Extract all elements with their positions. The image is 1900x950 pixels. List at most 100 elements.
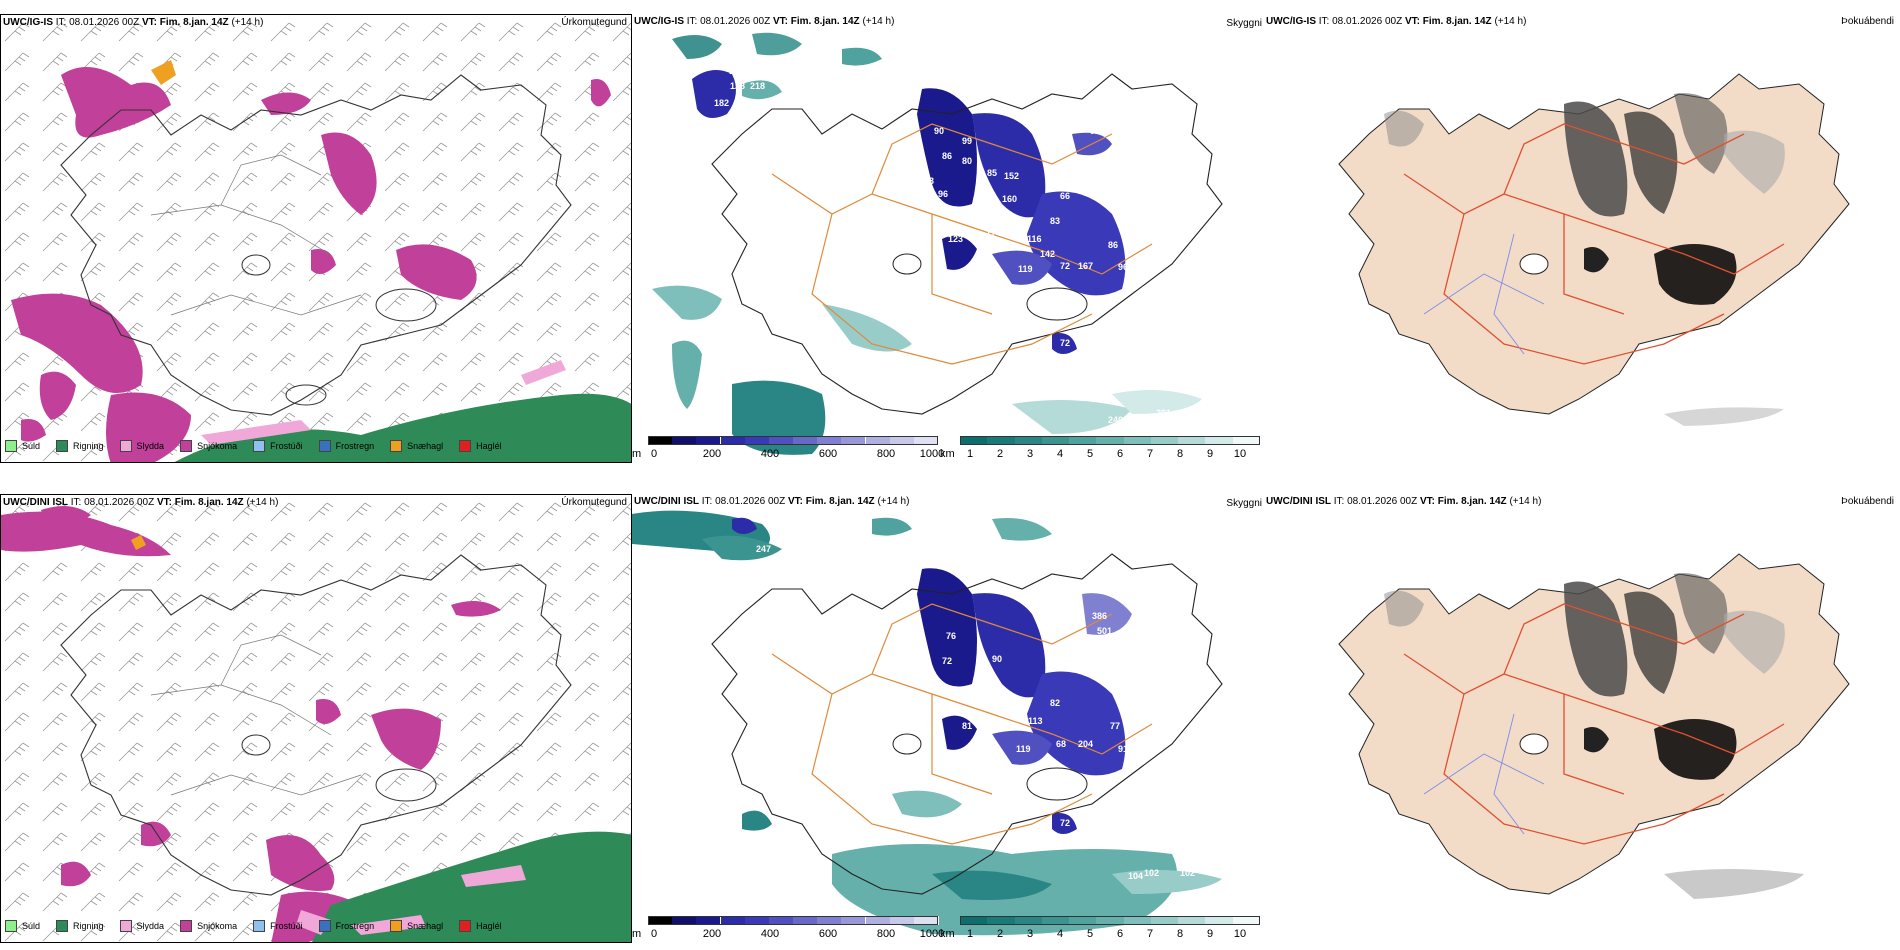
legend-label: Haglél [476, 921, 502, 931]
vt-label: VT: [1419, 496, 1435, 507]
it-value: 08.01.2026 00Z [69, 17, 140, 28]
vt-value: Fim. 8.jan. 14Z [1437, 496, 1507, 507]
value-label: 68 [1056, 739, 1066, 749]
colorbar-tick: 3 [1026, 928, 1034, 940]
legend-label: Súld [22, 441, 41, 451]
colorbar-tick: 1 [966, 928, 974, 940]
legend-label: Slydda [136, 921, 165, 931]
legend-swatch [390, 920, 403, 932]
colorbar-unit: km [940, 448, 955, 460]
value-label: 76 [946, 631, 956, 641]
vt-label: VT: [787, 496, 803, 507]
legend-label: Rigning [73, 441, 104, 451]
value-label: 83 [1050, 216, 1060, 226]
it-label: IT: [701, 496, 713, 507]
legend-swatch [180, 920, 193, 932]
value-label: 66 [1060, 191, 1070, 201]
colorbar-tick: 7 [1146, 448, 1154, 460]
vt-value: Fim. 8.jan. 14Z [790, 16, 860, 27]
precip-type-map-dini: UWC/DINI ISL IT: 08.01.2026 00Z VT: Fim.… [0, 494, 632, 943]
value-label: 80 [962, 156, 972, 166]
colorbar-tick: 1000 [919, 448, 945, 460]
lead-time: (+14 h) [1494, 16, 1527, 27]
colorbar-tick: 6 [1116, 448, 1124, 460]
legend-swatch [180, 440, 193, 452]
vt-label: VT: [156, 497, 172, 508]
legend-swatch [318, 920, 331, 932]
fog-map-graphic [1338, 73, 1850, 426]
colorbar-frame [648, 916, 938, 925]
legend-swatch [56, 920, 69, 932]
legend-item: Súld [5, 920, 40, 932]
colorbar-tick: 200 [702, 448, 722, 460]
legend-label: Súld [22, 921, 41, 931]
legend-swatch [5, 920, 17, 932]
lead-time: (+14 h) [877, 496, 910, 507]
it-value: 08.01.2026 00Z [700, 16, 771, 27]
colorbar-frame [648, 436, 938, 445]
lead-time: (+14 h) [1509, 496, 1542, 507]
value-label: 128 [730, 81, 745, 91]
value-label: 72 [942, 656, 952, 666]
legend-label: Snæhagl [407, 921, 444, 931]
model-name: UWC/IG-IS [1266, 16, 1316, 27]
legend-label: Snjókoma [197, 441, 238, 451]
value-label: 90 [934, 126, 944, 136]
colorbar-unit: m [632, 928, 642, 940]
colorbar-tick: 9 [1206, 448, 1214, 460]
value-label: 96 [938, 189, 948, 199]
visibility-value-labels: 103 128 218 182 67 90 99 86 80 85 152 73… [714, 66, 1171, 425]
value-label: 86 [1108, 240, 1118, 250]
colorbar-tick: 4 [1056, 448, 1064, 460]
value-label: 160 [1002, 194, 1017, 204]
colorbar-tick: 600 [818, 448, 838, 460]
panel-variable-title: Skyggni [1226, 18, 1262, 29]
colorbar-segment [1232, 436, 1261, 445]
colorbar-tick: 9 [1206, 928, 1214, 940]
colorbar-tick: 8 [1176, 448, 1184, 460]
colorbar-tick: 400 [760, 448, 780, 460]
ceiling-colorbar: m 0 200 400 600 800 1000 [632, 916, 944, 940]
value-label: 102 [1144, 868, 1159, 878]
value-label: 99 [962, 136, 972, 146]
value-label: 104 [1128, 871, 1143, 881]
colorbar-tick: 7 [1146, 928, 1154, 940]
visibility-ceiling-map-dini: 247 120 76 72 90 386 501 82 81 113 70 11… [632, 494, 1264, 943]
legend-label: Slydda [136, 441, 165, 451]
legend-item: Snjókoma [180, 920, 237, 932]
colorbar-tick: 0 [650, 928, 658, 940]
lead-time: (+14 h) [862, 16, 895, 27]
legend-label: Rigning [73, 921, 104, 931]
it-label: IT: [55, 17, 67, 28]
it-value: 08.01.2026 00Z [1347, 496, 1418, 507]
value-label: 81 [962, 721, 972, 731]
value-label: 142 [1040, 249, 1055, 259]
value-label: 91 [1118, 744, 1128, 754]
legend-label: Frostúði [270, 441, 303, 451]
legend-label: Frostúði [270, 921, 303, 931]
value-label: 152 [1004, 171, 1019, 181]
legend-item: Frostregn [318, 440, 375, 452]
value-label: 113 [1028, 716, 1043, 726]
legend-swatch [119, 920, 132, 932]
value-label: 103 [729, 66, 744, 76]
legend-item: Slydda [119, 920, 165, 932]
legend-item: Rigning [56, 440, 104, 452]
value-label: 386 [1092, 611, 1107, 621]
legend-label: Frostregn [335, 441, 375, 451]
colorbar-tick: 600 [818, 928, 838, 940]
colorbar-frame [960, 436, 1260, 445]
precip-map-graphic [1, 495, 631, 942]
legend-swatch [253, 440, 266, 452]
value-label: 120 [782, 544, 797, 554]
value-label: 85 [987, 168, 997, 178]
fog-index-map-dini: UWC/DINI ISL IT: 08.01.2026 00Z VT: Fim.… [1264, 494, 1900, 943]
panel-variable-title: Skyggni [1226, 498, 1262, 509]
colorbar-tick: 400 [760, 928, 780, 940]
vt-value: Fim. 8.jan. 14Z [805, 496, 875, 507]
colorbar-tick: 8 [1176, 928, 1184, 940]
legend-item: Frostregn [318, 920, 374, 932]
visibility-colorbar: km 1 2 3 4 5 6 7 8 9 10 [940, 916, 1261, 940]
panel-variable-title: Þokuábendi [1841, 16, 1894, 27]
colorbar-tick: 0 [650, 448, 658, 460]
